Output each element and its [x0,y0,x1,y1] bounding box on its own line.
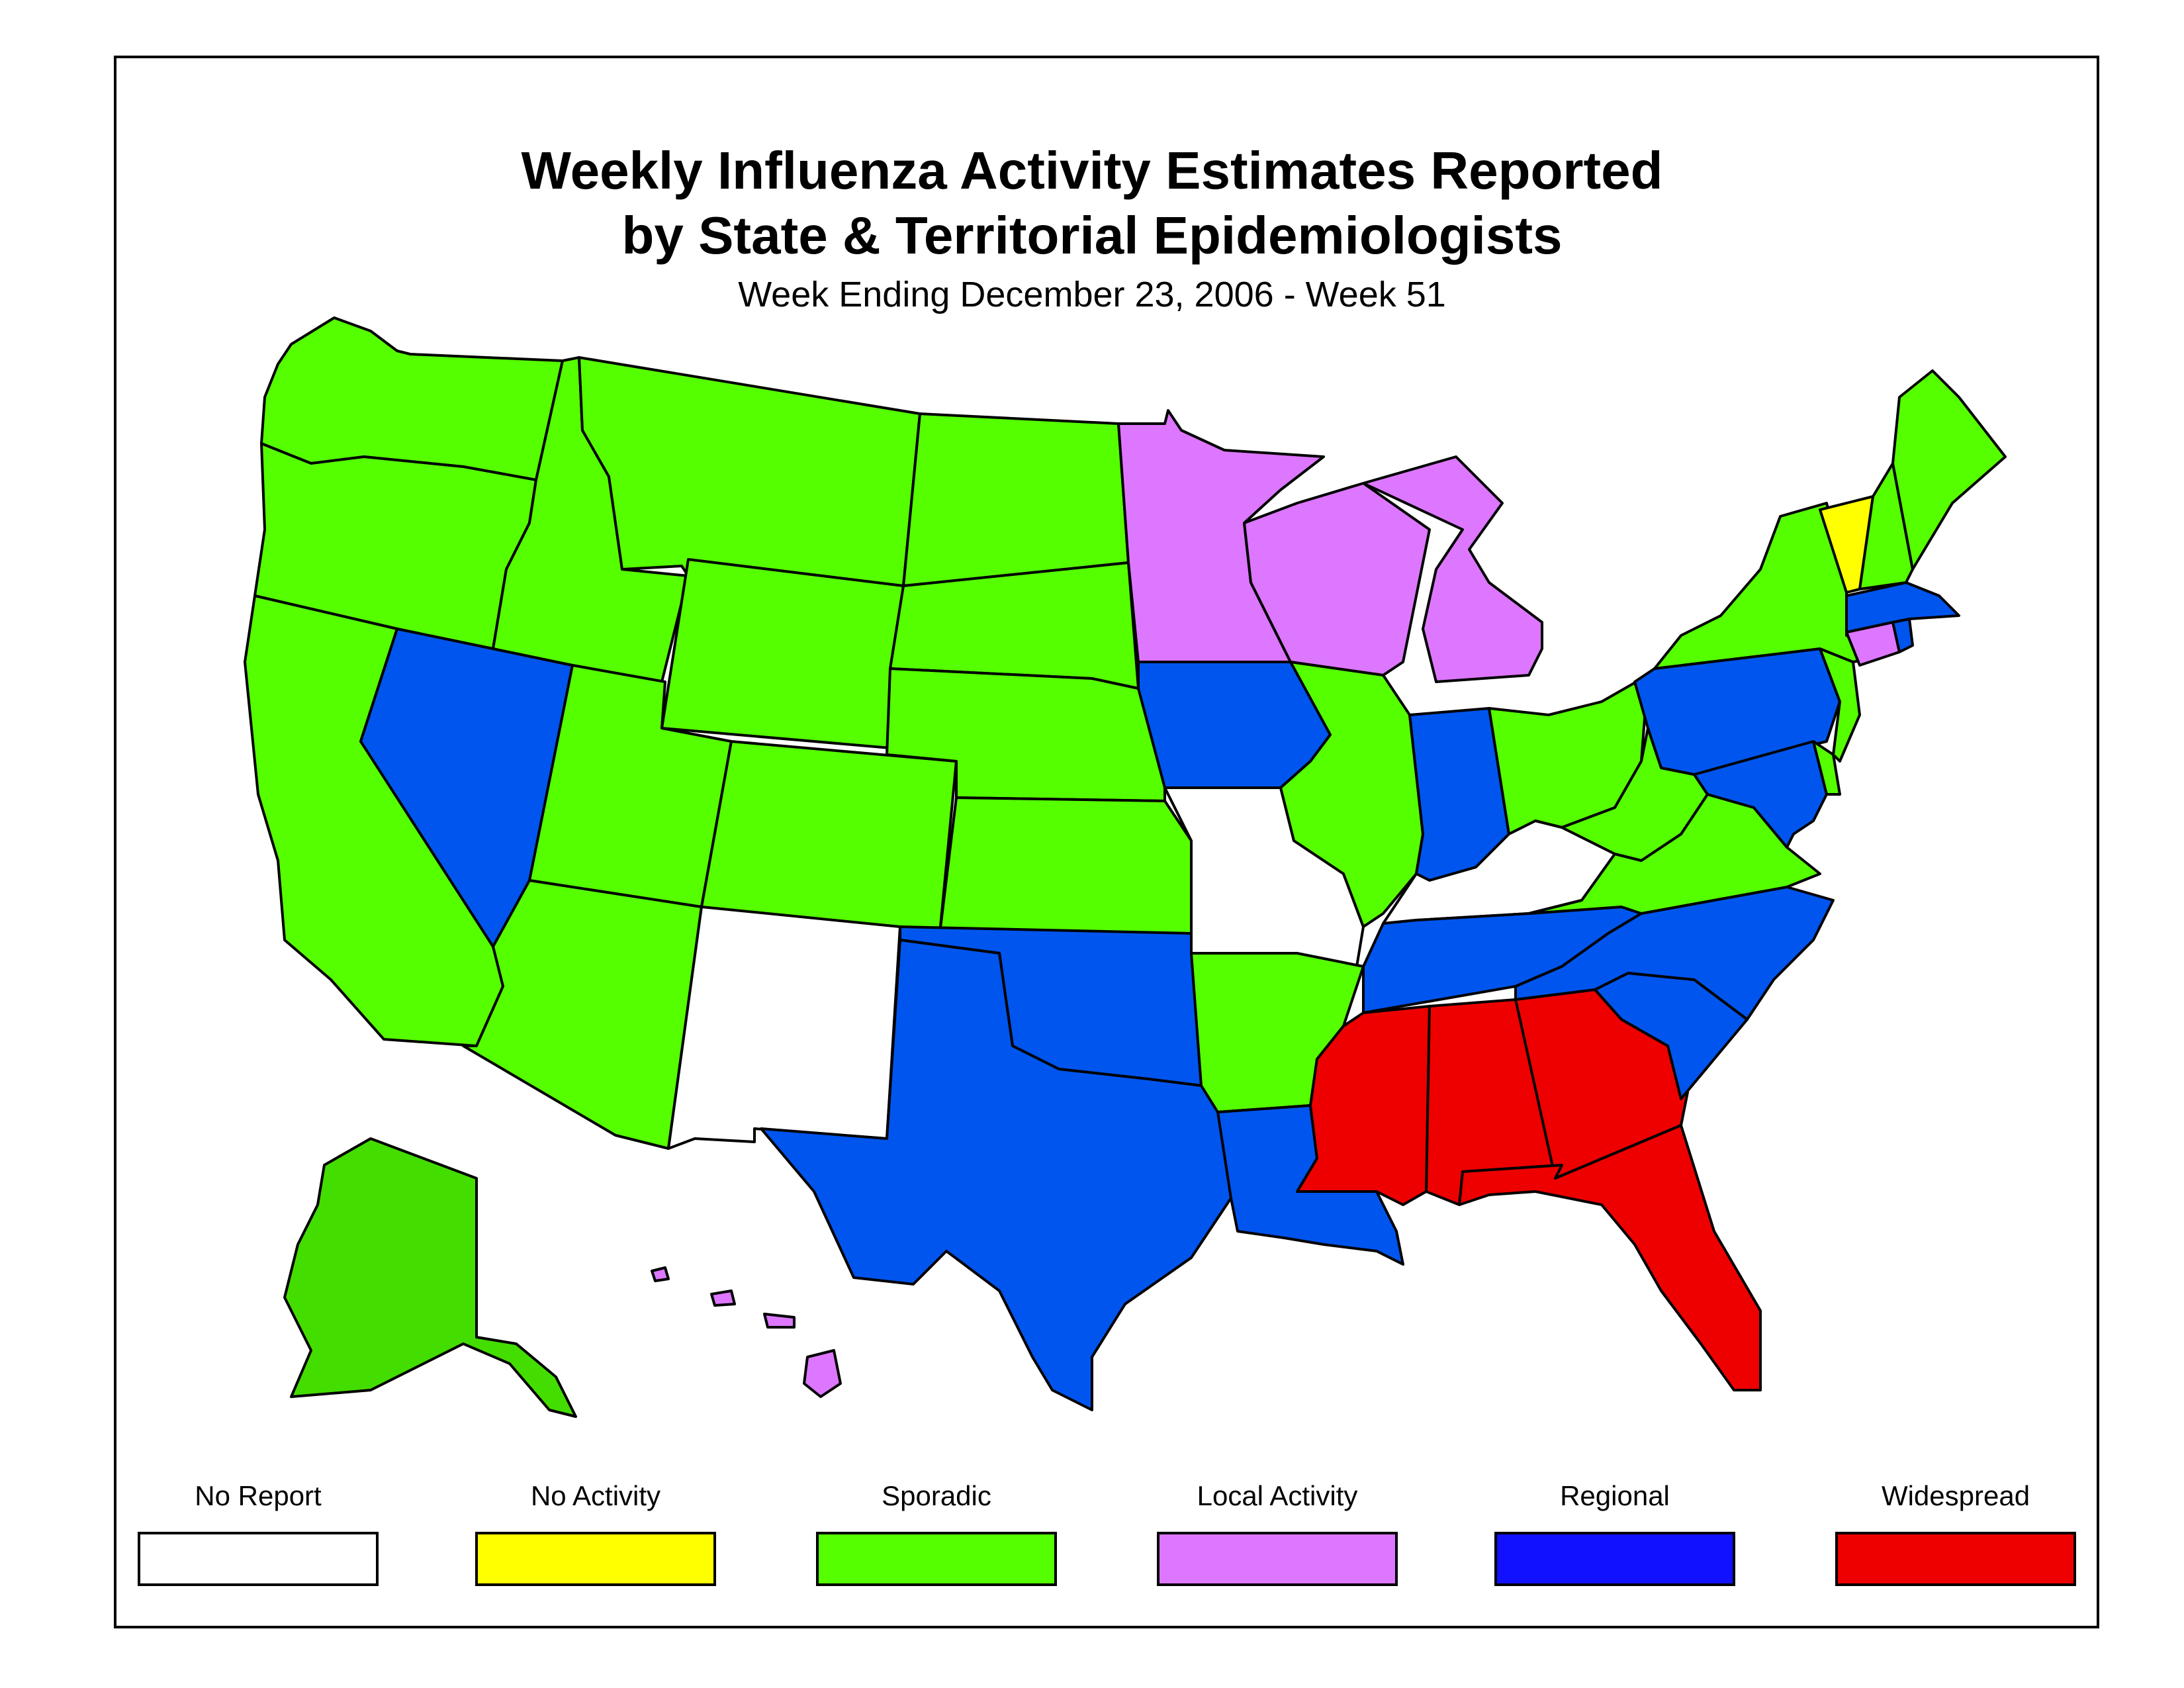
state-wi[interactable] [1243,482,1431,677]
state-nm[interactable] [667,906,901,1150]
legend-label-no-report: No Report [195,1480,322,1511]
state-wv[interactable] [1561,727,1709,862]
state-fl[interactable] [1458,1124,1762,1391]
legend-label-sporadic: Sporadic [882,1480,991,1511]
map-subtitle: Week Ending December 23, 2006 - Week 51 [738,275,1446,314]
state-ma[interactable] [1845,581,1960,633]
state-mt[interactable] [578,356,921,587]
legend-label-local: Local Activity [1197,1480,1358,1511]
state-hi-maui[interactable] [763,1313,796,1329]
legend-swatch-no-activity [475,1532,716,1586]
legend-swatch-local [1157,1532,1398,1586]
state-wa[interactable] [260,316,564,481]
legend-label-widespread: Widespread [1881,1480,2030,1511]
legend-swatch-widespread [1835,1532,2076,1586]
state-hi-oahu[interactable] [710,1289,736,1307]
legend-swatch-no-report [138,1532,379,1586]
state-mi[interactable] [1362,455,1543,683]
legend-swatch-regional [1494,1532,1735,1586]
legend-swatch-sporadic [816,1532,1057,1586]
state-ak[interactable] [283,1137,577,1418]
state-wy[interactable] [660,558,905,749]
state-nh[interactable] [1858,462,1914,590]
state-co[interactable] [700,740,958,935]
map-frame [114,56,2099,1628]
legend-label-regional: Regional [1560,1480,1670,1511]
legend-label-no-activity: No Activity [530,1480,661,1511]
state-hi-kauai[interactable] [651,1266,670,1282]
state-hi[interactable] [803,1349,842,1398]
map-title-line1: Weekly Influenza Activity Estimates Repo… [521,141,1663,200]
state-tx[interactable] [760,939,1232,1411]
state-nd[interactable] [902,412,1130,587]
state-me[interactable] [1891,369,2007,571]
map-title-line2: by State & Territorial Epidemiologists [621,206,1563,265]
state-ks[interactable] [938,796,1193,935]
